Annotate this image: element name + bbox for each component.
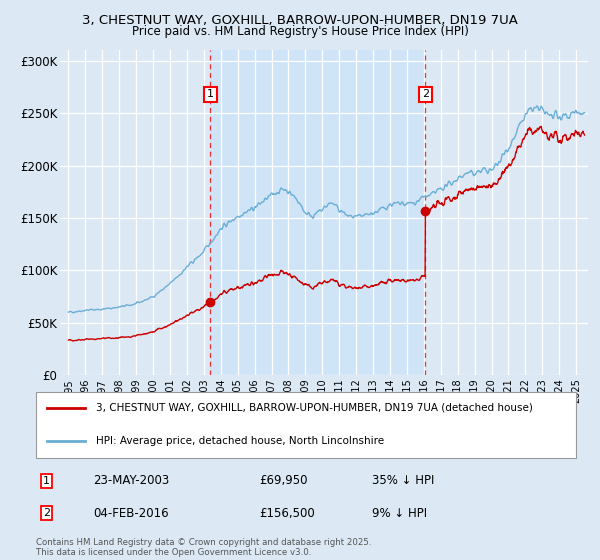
Text: 3, CHESTNUT WAY, GOXHILL, BARROW-UPON-HUMBER, DN19 7UA: 3, CHESTNUT WAY, GOXHILL, BARROW-UPON-HU… [82,14,518,27]
FancyBboxPatch shape [35,391,577,458]
Text: HPI: Average price, detached house, North Lincolnshire: HPI: Average price, detached house, Nort… [96,436,385,446]
Text: 35% ↓ HPI: 35% ↓ HPI [372,474,434,487]
Text: 1: 1 [207,90,214,100]
Text: 23-MAY-2003: 23-MAY-2003 [94,474,170,487]
Text: 1: 1 [43,476,50,486]
Text: 2: 2 [43,508,50,518]
Text: 04-FEB-2016: 04-FEB-2016 [94,507,169,520]
Text: Contains HM Land Registry data © Crown copyright and database right 2025.
This d: Contains HM Land Registry data © Crown c… [35,538,371,557]
Bar [210,50,425,375]
Text: 2: 2 [422,90,429,100]
Text: 9% ↓ HPI: 9% ↓ HPI [372,507,427,520]
Text: £69,950: £69,950 [259,474,308,487]
Text: £156,500: £156,500 [259,507,315,520]
Text: 3, CHESTNUT WAY, GOXHILL, BARROW-UPON-HUMBER, DN19 7UA (detached house): 3, CHESTNUT WAY, GOXHILL, BARROW-UPON-HU… [96,403,533,413]
Text: Price paid vs. HM Land Registry's House Price Index (HPI): Price paid vs. HM Land Registry's House … [131,25,469,38]
